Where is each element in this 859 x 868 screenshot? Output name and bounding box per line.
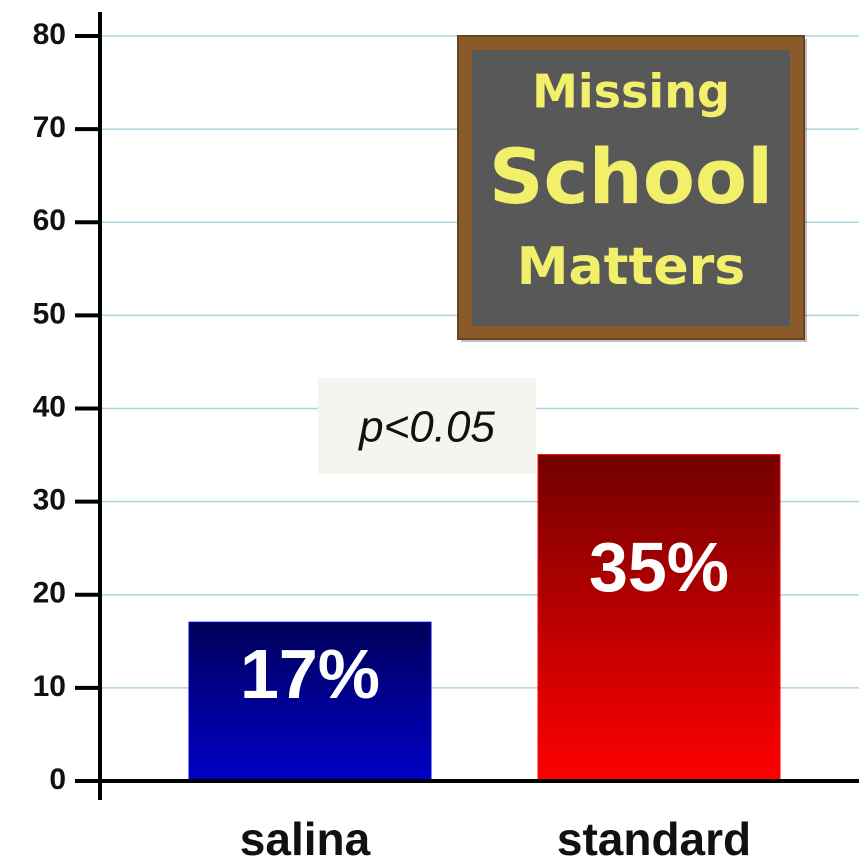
y-tick-label: 70 [33, 111, 66, 144]
y-tick-label: 20 [33, 577, 66, 610]
y-tick-label: 0 [49, 763, 66, 796]
bar-shade [539, 455, 780, 781]
badge-text: Missing [532, 65, 730, 119]
value-label: 35% [589, 528, 729, 606]
x-tick-label: salina [240, 813, 371, 865]
chart: Missing School Matters p<0.05 0 10 20 30 40 5… [0, 0, 859, 868]
x-tick-label: standard [557, 813, 751, 865]
y-tick-label: 80 [33, 18, 66, 51]
annotation: p<0.05 [357, 403, 495, 452]
badge-text: School [489, 132, 773, 221]
y-tick-label: 60 [33, 204, 66, 237]
chalkboard: Missing School Matters [458, 36, 807, 342]
y-tick-label: 50 [33, 297, 66, 330]
value-label: 17% [240, 635, 380, 713]
badge-text: Matters [517, 237, 745, 297]
y-tick-label: 30 [33, 484, 66, 517]
y-tick-label: 10 [33, 670, 66, 703]
y-tick-label: 40 [33, 390, 66, 423]
bars [190, 455, 780, 781]
